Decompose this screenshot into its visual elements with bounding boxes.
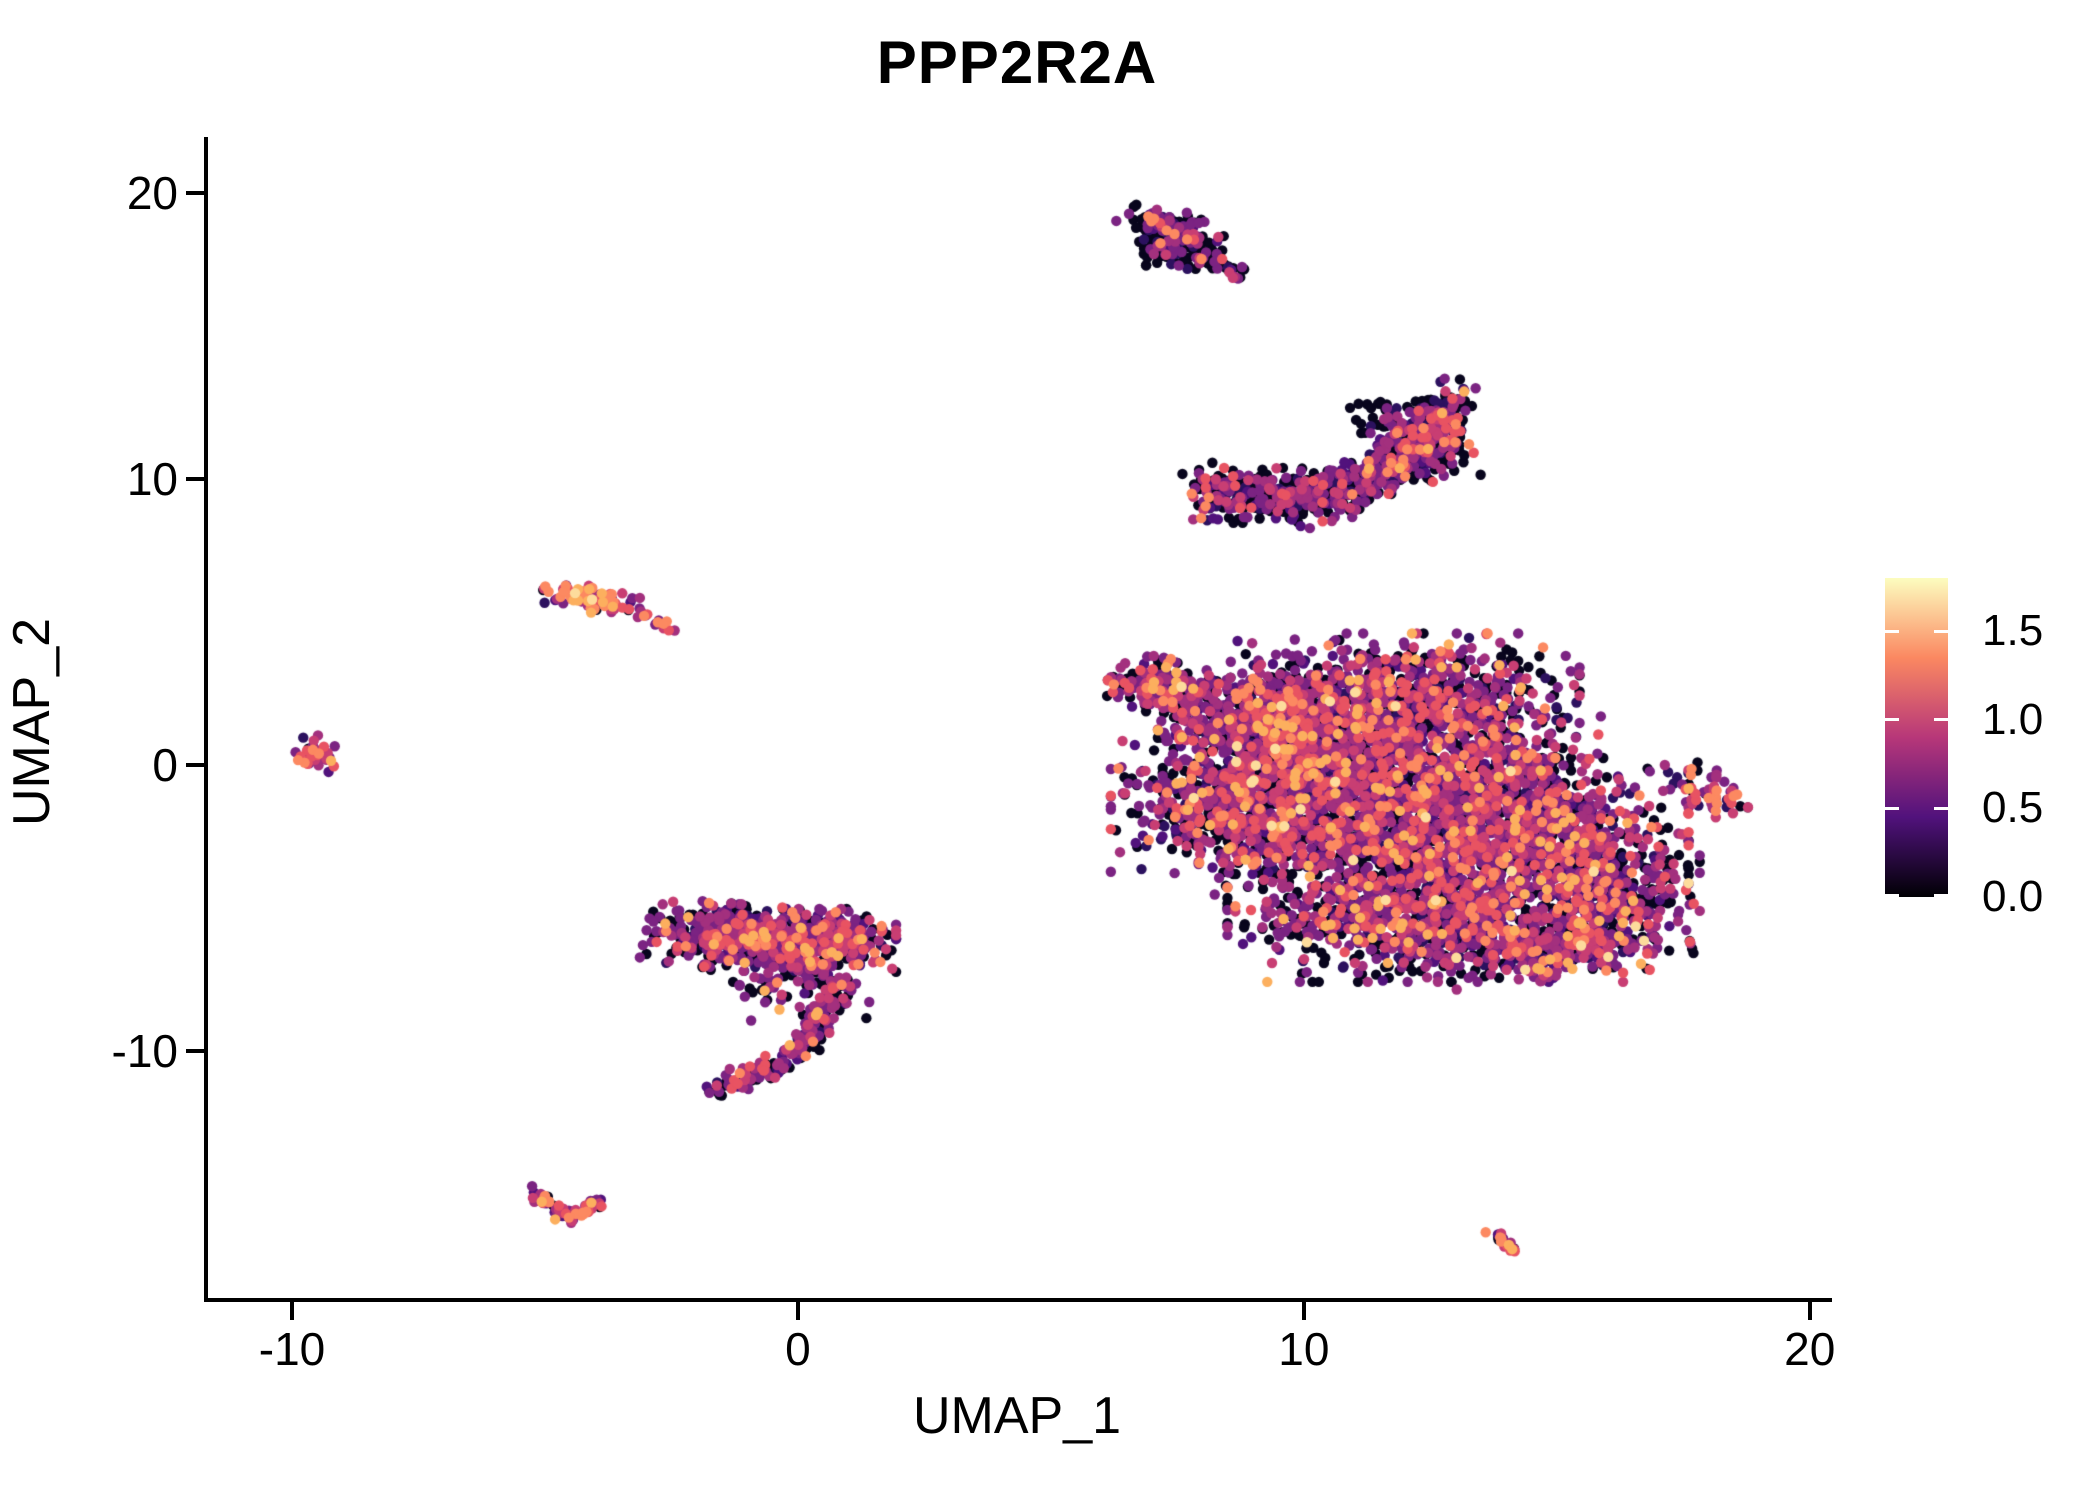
colorbar-tick-label: 0.0	[1982, 872, 2044, 921]
x-tick-mark	[1807, 1302, 1812, 1320]
y-axis-line	[204, 137, 208, 1302]
colorbar-gradient	[1885, 578, 1948, 897]
x-tick-label: 0	[785, 1323, 811, 1375]
x-tick-label: 20	[1784, 1323, 1836, 1375]
y-tick-mark	[186, 477, 204, 481]
y-tick-mark	[186, 1048, 204, 1053]
y-tick-label: 20	[126, 167, 178, 220]
colorbar-tick-mark	[1934, 629, 1948, 633]
x-tick-label: 10	[1278, 1323, 1330, 1375]
y-tick-label: -10	[111, 1024, 178, 1077]
colorbar-tick-mark	[1885, 629, 1899, 633]
y-tick-label: 0	[152, 738, 178, 791]
x-tick-mark	[290, 1302, 295, 1320]
colorbar-tick-mark	[1934, 718, 1948, 722]
x-tick-label: -10	[258, 1323, 326, 1375]
x-axis-line	[204, 1298, 1832, 1302]
colorbar-tick-label: 1.0	[1982, 694, 2044, 744]
y-tick-mark	[186, 762, 204, 767]
x-tick-mark	[1301, 1302, 1306, 1320]
x-tick-mark	[795, 1302, 800, 1320]
plot-title: PPP2R2A	[876, 29, 1158, 96]
colorbar-tick-mark	[1934, 894, 1948, 897]
colorbar-tick-label: 0.5	[1982, 783, 2044, 833]
colorbar-tick-label: 1.5	[1982, 606, 2044, 656]
y-tick-label: 10	[126, 453, 178, 505]
y-tick-mark	[186, 191, 204, 196]
colorbar-tick-mark	[1885, 718, 1899, 722]
colorbar-tick-mark	[1885, 806, 1899, 810]
x-axis-title: UMAP_1	[912, 1387, 1122, 1445]
y-axis-title: UMAP_2	[3, 617, 61, 827]
colorbar-tick-mark	[1885, 894, 1899, 897]
colorbar-tick-mark	[1934, 806, 1948, 810]
